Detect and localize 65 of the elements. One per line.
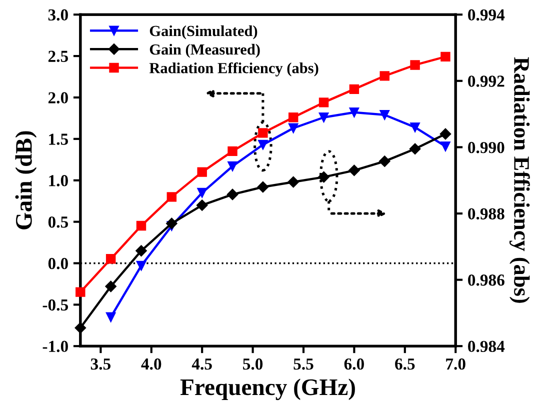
y-axis-title: Gain (dB) [15, 131, 37, 230]
y-tick-label: 0.5 [48, 216, 68, 228]
point [226, 188, 238, 200]
point [440, 142, 450, 152]
point [349, 108, 360, 118]
y-tick-label: 1.5 [49, 134, 68, 145]
legend-label: Gain(Simulated) [150, 25, 258, 40]
point [440, 128, 452, 140]
point [288, 112, 298, 122]
point [380, 110, 390, 120]
point [258, 140, 268, 150]
point [440, 52, 450, 62]
y-tick-label: 2.0 [48, 92, 68, 104]
point [288, 176, 299, 188]
x-tick-label: 3.5 [90, 358, 110, 370]
x-axis-title: Frequency (GHz) [180, 378, 355, 400]
point [197, 167, 207, 177]
point [318, 112, 329, 122]
point [136, 245, 147, 256]
legend-label: Radiation Efficiency (abs) [149, 62, 318, 76]
y-tick-label: 3.0 [48, 9, 68, 21]
x-tick-label: 7.0 [446, 358, 466, 370]
point [136, 260, 146, 271]
point [105, 280, 116, 292]
y-tick-label: -1.0 [42, 340, 68, 352]
y-tick-label: -0.5 [42, 299, 68, 311]
point [257, 181, 269, 193]
y2-tick-label: 0.990 [468, 142, 504, 154]
point [318, 171, 330, 183]
point [196, 200, 208, 211]
point [409, 143, 421, 154]
x-tick-label: 6.5 [395, 358, 415, 370]
point [228, 161, 238, 172]
point [76, 287, 86, 297]
point [106, 254, 116, 264]
point [380, 71, 390, 81]
y2-tick-label: 0.986 [468, 274, 504, 286]
point [410, 122, 420, 132]
y2-axis-title: Radiation Efficiency (abs) [509, 57, 530, 303]
y-tick-label: 0.0 [48, 258, 68, 270]
y2-tick-label: 0.992 [468, 76, 504, 87]
y2-tick-label: 0.988 [468, 208, 504, 220]
x-tick-label: 4.0 [141, 358, 162, 370]
point [318, 98, 329, 108]
legend-label: Gain (Measured) [150, 44, 260, 58]
x-tick-label: 4.5 [192, 358, 212, 370]
y2-tick-label: 0.994 [468, 9, 505, 21]
point [166, 218, 178, 230]
y2-tick-label: 0.984 [468, 340, 505, 352]
y-tick-label: 1.0 [49, 175, 68, 186]
x-tick-label: 5.5 [294, 358, 314, 370]
y-tick-label: 2.5 [48, 50, 68, 62]
point [228, 146, 238, 156]
point [348, 164, 360, 176]
point [166, 192, 177, 202]
point [410, 60, 420, 70]
point [258, 128, 268, 138]
point [379, 156, 390, 167]
point [349, 84, 360, 94]
x-tick-label: 6.0 [344, 358, 364, 370]
point [136, 220, 146, 231]
point [288, 123, 298, 133]
point [197, 188, 207, 198]
point [106, 312, 116, 322]
x-tick-label: 5.0 [243, 358, 263, 370]
